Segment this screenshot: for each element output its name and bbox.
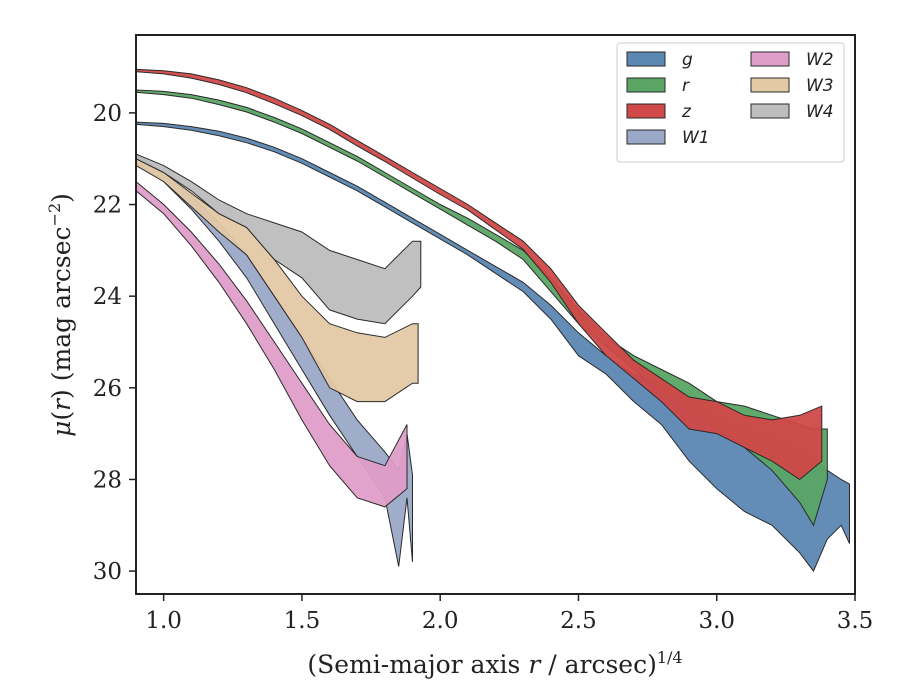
legend-swatch-z (626, 103, 666, 119)
y-tick-label: 26 (93, 376, 122, 402)
x-tick-label: 3.0 (698, 608, 735, 634)
legend-label-W1: W1 (682, 128, 710, 148)
y-axis: 20 22 24 26 28 30 (93, 101, 136, 585)
band-r (135, 89, 828, 527)
legend-label-W3: W3 (806, 76, 834, 96)
legend-box (616, 42, 845, 163)
y-tick-label: 20 (93, 101, 122, 127)
legend-label-g: g (682, 50, 693, 70)
band-W2 (135, 180, 408, 508)
plot-frame (135, 34, 856, 595)
legend-swatch-W2 (750, 51, 790, 67)
legend-swatch-W3 (750, 77, 790, 93)
y-tick-label: 22 (93, 193, 122, 219)
band-W4 (135, 153, 422, 325)
x-tick-label: 2.5 (560, 608, 597, 634)
y-axis-label: μ(r) (mag arcsec−2) (45, 193, 76, 437)
x-tick-label: 3.5 (837, 608, 874, 634)
legend-label-W2: W2 (806, 50, 834, 70)
legend-swatch-W4 (750, 103, 790, 119)
x-tick-label: 1.0 (145, 608, 182, 634)
legend-label-W4: W4 (806, 102, 834, 122)
x-axis: 1.0 1.5 2.0 2.5 3.0 3.5 (145, 594, 873, 634)
band-g (135, 121, 850, 573)
x-tick-label: 2.0 (422, 608, 459, 634)
legend-label-z: z (681, 102, 692, 122)
y-tick-label: 30 (93, 559, 122, 585)
legend-swatch-g (626, 51, 666, 67)
legend: grz W1 W2 W3 W4 (616, 42, 845, 163)
profile-bands (135, 68, 850, 573)
y-tick-label: 24 (93, 284, 122, 310)
legend-swatch-r (626, 77, 666, 93)
x-tick-label: 1.5 (284, 608, 321, 634)
x-axis-label: (Semi-major axis r / arcsec)1/4 (307, 648, 682, 679)
y-tick-label: 28 (93, 467, 122, 493)
band-z (135, 68, 823, 481)
legend-label-r: r (682, 76, 690, 96)
legend-swatch-W1 (626, 129, 666, 145)
